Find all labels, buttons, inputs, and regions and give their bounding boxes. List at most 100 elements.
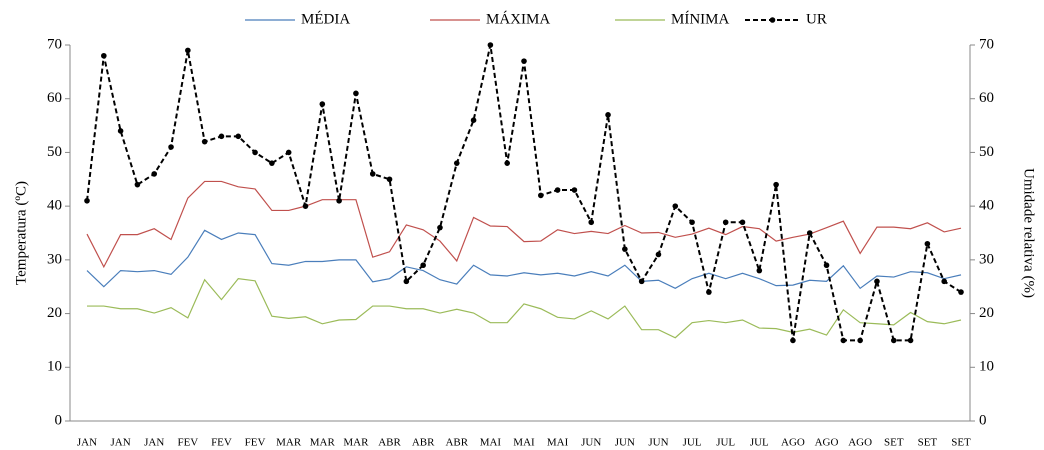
x-tick-label: ABR [378, 437, 401, 449]
y-tick-label: 40 [47, 198, 62, 214]
series-marker [168, 144, 174, 150]
x-tick-label: FEV [177, 437, 198, 449]
x-tick-label: JAN [111, 437, 131, 449]
series-marker [403, 278, 410, 285]
x-tick-label: FEV [245, 437, 266, 449]
y2-tick-label: 30 [979, 251, 994, 267]
series-marker [739, 219, 746, 226]
series-marker [521, 58, 527, 64]
y-tick-label: 10 [47, 359, 62, 375]
series-marker [622, 246, 628, 252]
y2-tick-label: 0 [979, 412, 987, 428]
x-tick-label: AGO [848, 437, 872, 449]
series-marker [571, 187, 578, 193]
x-tick-label: JUN [648, 437, 668, 449]
series-marker [235, 133, 242, 140]
series-marker [336, 197, 342, 204]
y-tick-label: 60 [47, 90, 62, 106]
series-marker [487, 42, 494, 48]
x-tick-label: AGO [781, 437, 805, 449]
series-marker [890, 337, 897, 344]
y2-tick-label: 20 [979, 305, 994, 321]
y2-tick-label: 70 [979, 36, 994, 52]
series-marker [134, 181, 141, 188]
x-tick-label: SET [884, 437, 904, 449]
series-marker [386, 176, 393, 183]
series-marker [823, 262, 830, 269]
series-marker [722, 219, 729, 226]
y2-tick-label: 50 [979, 144, 994, 160]
y2-tick-label: 60 [979, 90, 994, 106]
legend-label: MÁXIMA [486, 10, 550, 27]
x-tick-label: MAI [513, 437, 535, 449]
y-axis-title: Temperatura (ºC) [13, 181, 29, 285]
series-marker [655, 251, 662, 258]
y-tick-label: 20 [47, 305, 62, 321]
series-marker [756, 267, 763, 274]
series-marker [605, 112, 611, 118]
x-tick-label: MAI [547, 437, 569, 449]
series-line [86, 180, 962, 269]
legend-label: MÍNIMA [671, 10, 729, 27]
series-marker [151, 171, 158, 177]
series-marker [185, 47, 191, 54]
series-line [86, 229, 962, 290]
series-marker [437, 224, 443, 231]
series-marker [672, 203, 679, 209]
series-marker [840, 337, 847, 344]
legend-label: UR [806, 11, 827, 27]
x-tick-label: JUL [716, 437, 735, 449]
x-tick-label: MAI [480, 437, 502, 449]
x-tick-label: JUL [750, 437, 769, 449]
series-marker [941, 278, 947, 285]
x-tick-label: AGO [815, 437, 839, 449]
series-marker [706, 289, 712, 295]
series-marker [453, 160, 460, 166]
x-tick-label: MAR [276, 437, 302, 449]
series-marker [773, 181, 779, 188]
y2-tick-label: 40 [979, 198, 994, 214]
series-marker [302, 203, 309, 209]
series-marker [538, 192, 544, 199]
series-marker [857, 337, 863, 344]
y-tick-label: 50 [47, 144, 62, 160]
series-marker [504, 160, 510, 166]
series-marker [353, 90, 359, 97]
x-tick-label: MAR [310, 437, 336, 449]
series-marker [269, 160, 275, 166]
series-marker [689, 219, 695, 226]
series-marker [470, 117, 477, 123]
series-marker [319, 101, 326, 107]
x-tick-label: JAN [144, 437, 164, 449]
series-line [87, 278, 962, 339]
x-tick-label: SET [951, 437, 971, 449]
series-marker [420, 262, 426, 269]
x-tick-label: MAR [343, 437, 369, 449]
x-tick-label: ABR [412, 437, 435, 449]
x-tick-label: JUN [581, 437, 601, 449]
series-marker [874, 278, 880, 285]
x-tick-label: JUN [615, 437, 635, 449]
series-marker [806, 230, 813, 236]
y2-tick-label: 10 [979, 359, 994, 375]
y-tick-label: 0 [55, 412, 63, 428]
x-tick-label: SET [918, 437, 938, 449]
series-marker [554, 187, 561, 193]
x-tick-label: ABR [445, 437, 468, 449]
series-marker [958, 289, 964, 295]
legend-marker [769, 17, 776, 23]
series-marker [924, 240, 931, 247]
series-marker [201, 138, 208, 145]
y2-axis-title: Umidade relativa (%) [1021, 168, 1037, 298]
series-marker [218, 133, 225, 140]
x-tick-label: JUL [683, 437, 702, 449]
series-marker [369, 171, 376, 177]
series-marker [84, 197, 90, 204]
series-marker [907, 337, 914, 344]
series-marker [638, 278, 645, 285]
series-marker [790, 337, 796, 344]
x-tick-label: FEV [211, 437, 232, 449]
legend-label: MÉDIA [301, 10, 350, 27]
series-marker [285, 149, 292, 156]
